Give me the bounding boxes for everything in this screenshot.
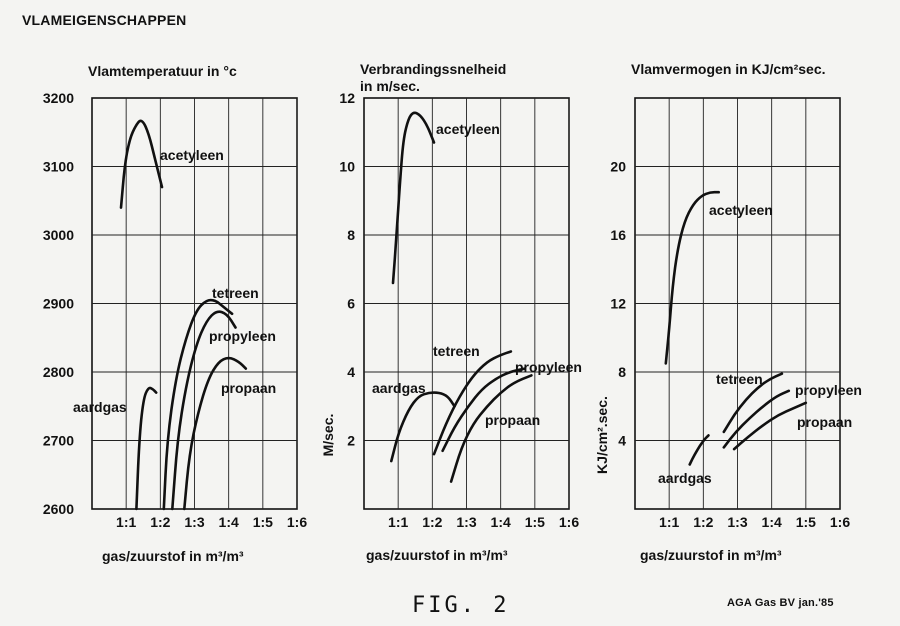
credit-line: AGA Gas BV jan.'85	[727, 597, 834, 609]
x-tick-label: 1:3	[184, 514, 204, 530]
chart-panel-3: 4 8 12 16 20 1:1 1:2 1:3 1:4 1:5 1:6 Vlamvermogen i…	[594, 61, 862, 563]
series-line-propaan	[732, 401, 808, 451]
y-tick-label: 2800	[43, 364, 74, 380]
series-label-propyleen: propyleen	[209, 328, 276, 344]
series-label-aardgas: aardgas	[73, 399, 127, 415]
x-tick-label: 1:4	[491, 514, 511, 530]
series-line-acetyleen	[391, 111, 436, 285]
y-tick-label: 8	[347, 227, 355, 243]
chart-title: Vlamvermogen in KJ/cm²sec.	[631, 61, 826, 77]
y-tick-label: 10	[339, 159, 355, 175]
x-tick-label: 1:1	[116, 514, 136, 530]
chart-title-line2: in m/sec.	[360, 78, 420, 94]
y-axis-label: M/sec.	[320, 414, 336, 457]
y-tick-label: 3000	[43, 227, 74, 243]
x-tick-label: 1:4	[762, 514, 782, 530]
y-axis-label: KJ/cm².sec.	[594, 396, 610, 474]
y-tick-label: 2700	[43, 433, 74, 449]
series-label-propyleen: propyleen	[795, 382, 862, 398]
x-tick-label: 1:4	[219, 514, 239, 530]
x-axis-label: gas/zuurstof in m³/m³	[640, 547, 782, 563]
y-tick-label: 2900	[43, 296, 74, 312]
x-tick-label: 1:5	[253, 514, 273, 530]
y-tick-label: 4	[618, 433, 626, 449]
x-tick-label: 1:2	[150, 514, 170, 530]
series-line-propaan	[183, 356, 248, 511]
series-label-acetyleen: acetyleen	[436, 121, 500, 137]
series-line-aardgas	[135, 386, 158, 511]
series-label-aardgas: aardgas	[658, 470, 712, 486]
series-label-aardgas: aardgas	[372, 380, 426, 396]
x-tick-label: 1:2	[422, 514, 442, 530]
series-line-propyleen	[441, 367, 526, 453]
series-label-acetyleen: acetyleen	[160, 147, 224, 163]
y-tick-label: 8	[618, 364, 626, 380]
y-tick-label: 6	[347, 296, 355, 312]
series-line-aardgas	[688, 434, 710, 466]
x-tick-label: 1:6	[830, 514, 850, 530]
y-tick-label: 2600	[43, 501, 74, 517]
x-axis-label: gas/zuurstof in m³/m³	[366, 547, 508, 563]
x-tick-label: 1:1	[659, 514, 679, 530]
series-line-propaan	[449, 374, 533, 483]
x-tick-label: 1:6	[287, 514, 307, 530]
series-line-acetyleen	[664, 190, 720, 365]
series-line-aardgas	[390, 391, 456, 463]
series-label-tetreen: tetreen	[433, 343, 480, 359]
series-label-propaan: propaan	[221, 380, 276, 396]
page-title: VLAMEIGENSCHAPPEN	[22, 12, 187, 28]
x-tick-label: 1:5	[796, 514, 816, 530]
y-tick-label: 3200	[43, 90, 74, 106]
series-label-tetreen: tetreen	[212, 285, 259, 301]
series-label-acetyleen: acetyleen	[709, 202, 773, 218]
figure-caption: FIG. 2	[412, 593, 510, 618]
chart-title: Vlamtemperatuur in °c	[88, 63, 237, 79]
chart-title: Verbrandingssnelheid	[360, 61, 506, 77]
chart-panel-1: 2600 2700 2800 2900 3000 3100 3200 1:1 1:2 1:3 1:4…	[43, 63, 307, 564]
y-tick-label: 12	[339, 90, 355, 106]
chart-panel-2: 2 4 6 8 10 12 1:1 1:2 1:3 1:4 1:5 1:6 Verbrandingssn…	[320, 61, 582, 563]
x-tick-label: 1:3	[456, 514, 476, 530]
x-tick-label: 1:6	[559, 514, 579, 530]
series-line-tetreen	[162, 298, 234, 511]
series-label-propyleen: propyleen	[515, 359, 582, 375]
x-tick-label: 1:3	[727, 514, 747, 530]
series-label-propaan: propaan	[485, 412, 540, 428]
y-tick-label: 2	[347, 433, 355, 449]
series-label-propaan: propaan	[797, 414, 852, 430]
series-label-tetreen: tetreen	[716, 371, 763, 387]
series-line-acetyleen	[119, 119, 164, 209]
series-line-propyleen	[722, 389, 791, 449]
series-line-tetreen	[722, 372, 784, 434]
y-tick-label: 16	[610, 227, 626, 243]
y-tick-label: 4	[347, 364, 355, 380]
y-tick-label: 12	[610, 296, 626, 312]
y-tick-label: 3100	[43, 159, 74, 175]
series-line-propyleen	[171, 310, 237, 511]
y-tick-label: 20	[610, 159, 626, 175]
x-tick-label: 1:5	[525, 514, 545, 530]
x-tick-label: 1:1	[388, 514, 408, 530]
x-axis-label: gas/zuurstof in m³/m³	[102, 548, 244, 564]
x-tick-label: 1:2	[693, 514, 713, 530]
series-line-tetreen	[432, 350, 513, 456]
